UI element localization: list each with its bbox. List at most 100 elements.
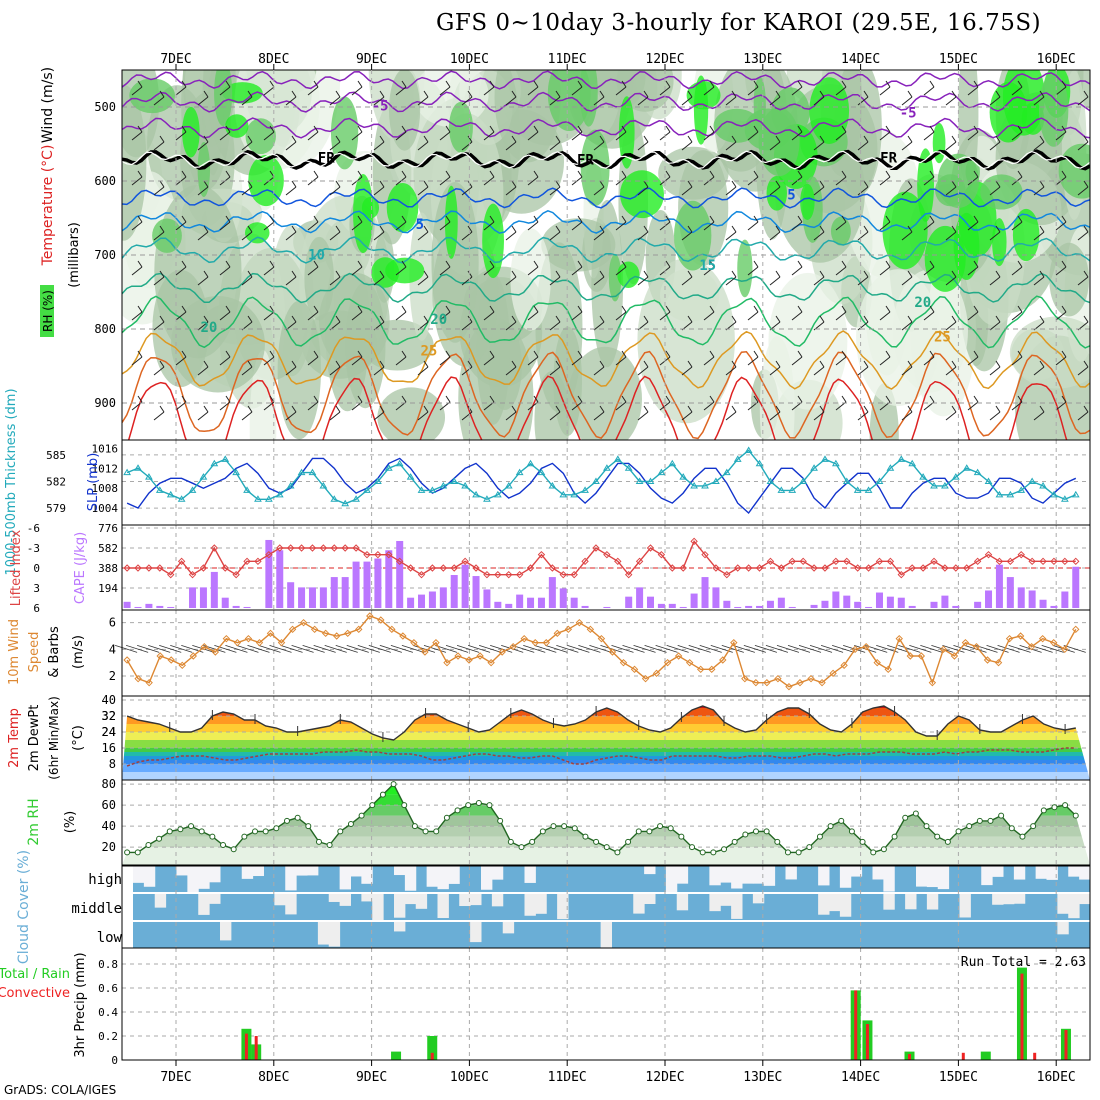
li-marker <box>145 564 153 572</box>
temp-band <box>122 706 1090 708</box>
wind-barb-10m <box>302 644 325 653</box>
wind-barb <box>373 366 385 376</box>
wind-barb-flag <box>665 170 671 178</box>
cape-bar <box>396 540 404 608</box>
wind10-marker <box>1005 634 1014 643</box>
rh-marker <box>827 823 834 830</box>
wind-barb-flag <box>907 180 913 188</box>
wind-barb <box>703 221 715 231</box>
wind-barb-flag <box>225 395 231 403</box>
wind-barb-flag <box>247 360 253 368</box>
li-marker <box>897 570 906 579</box>
wind-barb-flag <box>995 135 1001 143</box>
rh-marker <box>518 844 525 851</box>
wind-barb-flag <box>137 395 143 403</box>
wind10-marker <box>123 656 131 664</box>
wind-barb <box>681 96 693 106</box>
wind-barb-flag <box>1017 215 1023 223</box>
wind-barb-flag <box>379 135 385 143</box>
rh-marker <box>987 817 994 824</box>
cloud-gap <box>785 866 797 880</box>
li-marker <box>330 544 338 552</box>
wind-barb-10m <box>743 644 766 653</box>
wind-barb <box>131 176 143 186</box>
thickness-marker <box>657 468 666 476</box>
cape-bar <box>123 601 131 608</box>
wind-barb-flag <box>203 225 209 233</box>
cloud-gap <box>437 866 449 890</box>
rh-shade-moist <box>225 114 249 138</box>
wind-barb-flag <box>489 395 495 403</box>
wind-barb-flag <box>555 225 561 233</box>
wind-barb-flag <box>643 360 649 368</box>
wind-barb-10m <box>346 644 369 653</box>
wind-barb <box>923 86 935 96</box>
wind-barb-10m <box>523 644 546 653</box>
thickness-marker <box>395 459 404 467</box>
wind10-marker <box>983 656 992 664</box>
li-marker <box>319 544 328 552</box>
wind-barb <box>395 266 407 276</box>
wind-barb <box>1077 186 1089 196</box>
wind-barb <box>153 186 165 196</box>
li-marker <box>635 557 644 566</box>
wind10-marker <box>575 618 584 627</box>
wind-barb <box>1077 411 1089 421</box>
wind-barb <box>703 401 715 411</box>
wind-barb-flag <box>995 90 1001 98</box>
rh-marker <box>156 835 163 842</box>
temp-band <box>122 764 1090 772</box>
wind10-marker <box>355 625 363 634</box>
wind-barb <box>571 311 583 321</box>
wind-barb <box>989 276 1001 286</box>
rh-band <box>122 794 1090 806</box>
thickness-marker <box>602 464 611 471</box>
rh-marker <box>358 812 365 819</box>
wind-barb-flag <box>291 225 297 233</box>
cloud-gap <box>883 893 895 910</box>
wind-barb-flag <box>445 215 451 223</box>
wind-barb-flag <box>753 305 759 313</box>
cape-bar <box>287 582 295 608</box>
date-label-top: 9DEC <box>356 52 387 67</box>
precip-convective-bar <box>430 1052 434 1060</box>
cloud-gap <box>285 893 297 915</box>
wind10-marker <box>520 634 528 643</box>
wind10-marker <box>299 618 308 627</box>
wind-barb <box>769 96 781 106</box>
wind-barb-flag <box>335 360 341 368</box>
rh-marker <box>124 849 131 856</box>
temp-tick: 8 <box>109 757 116 771</box>
cloud-gap <box>850 866 863 877</box>
wind10-marker <box>454 652 462 660</box>
wind-barb <box>901 96 913 106</box>
thickness-marker <box>777 486 786 493</box>
wind-barb-flag <box>995 405 1001 413</box>
thickness-marker <box>755 459 764 467</box>
date-label-top: 14DEC <box>841 52 880 67</box>
wind-barb <box>879 311 891 321</box>
wind-barb-flag <box>1039 315 1045 323</box>
cloud-gap <box>491 866 504 880</box>
thickness-marker <box>483 495 491 502</box>
cloud-gap <box>372 893 384 921</box>
wind10-marker <box>851 645 859 654</box>
wind10-marker <box>928 678 937 687</box>
thickness-marker <box>493 490 502 498</box>
rh-marker <box>561 823 568 830</box>
thickness-marker <box>210 459 219 467</box>
cape-bar <box>1050 605 1058 608</box>
cloud-gap <box>339 893 351 906</box>
rh-marker <box>902 814 909 821</box>
wind-barb <box>417 276 429 286</box>
wind-barb <box>1011 131 1023 141</box>
wind-barb-flag <box>423 405 429 413</box>
ylabel-precip: 3hr Precip (mm) <box>73 952 88 1057</box>
cape-bar <box>865 606 873 608</box>
wind-barb-flag <box>709 305 715 313</box>
wind-barb-10m <box>699 644 722 653</box>
wind-barb-flag <box>753 125 759 133</box>
cape-bar <box>483 589 491 608</box>
wind-barb-flag <box>225 80 231 88</box>
wind-barb-flag <box>423 270 429 278</box>
